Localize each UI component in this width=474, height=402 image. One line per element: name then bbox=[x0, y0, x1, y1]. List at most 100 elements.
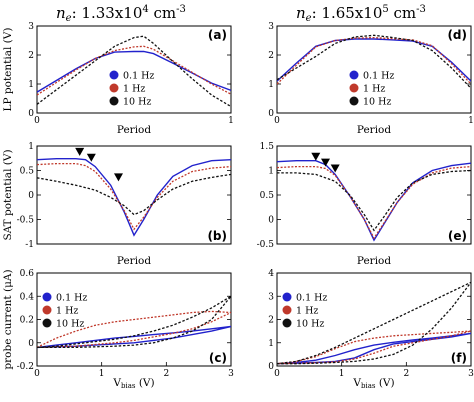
density-unit: cm bbox=[149, 4, 176, 22]
y-tick-label: 0 bbox=[268, 216, 274, 226]
x-axis-label: Vbias (V) bbox=[112, 377, 154, 390]
y-tick-label: -1 bbox=[25, 240, 34, 250]
legend: 0.1 Hz 1 Hz 10 Hz bbox=[349, 70, 394, 108]
panel-label: (b) bbox=[207, 229, 227, 243]
series-1-Hz-line bbox=[37, 45, 231, 96]
svg-text:ne: 1.65x105 cm-3: ne: 1.65x105 cm-3 bbox=[296, 4, 426, 24]
series-0_1-Hz-line bbox=[277, 332, 471, 365]
y-tick-label: 1 bbox=[28, 80, 34, 90]
density-exponent: 5 bbox=[382, 4, 388, 15]
series-10-Hz-line bbox=[277, 34, 471, 89]
x-axis-label: Period bbox=[117, 255, 152, 267]
legend-label: 1 Hz bbox=[363, 84, 385, 95]
legend-marker bbox=[349, 83, 359, 93]
y-tick-label: -0.5 bbox=[257, 240, 275, 250]
legend-marker bbox=[109, 70, 119, 80]
series-group bbox=[37, 35, 231, 108]
y-tick-label: 0.6 bbox=[20, 269, 35, 279]
column-title-right: ne: 1.65x105 cm-3 bbox=[296, 4, 426, 24]
x-axis-label-sub: bias bbox=[361, 382, 376, 390]
x-tick-label: 3 bbox=[228, 369, 234, 379]
legend-marker bbox=[42, 292, 52, 302]
panel-d: 0 1 2 3 0 1 Period 0.1 Hz 1 Hz 10 Hz (d) bbox=[268, 22, 474, 136]
density-symbol: n bbox=[296, 4, 306, 22]
x-tick-label: 0 bbox=[34, 116, 40, 126]
x-tick-label: 0 bbox=[274, 116, 280, 126]
y-tick-label: 1 bbox=[268, 339, 274, 349]
legend-marker bbox=[282, 318, 292, 328]
legend-marker bbox=[282, 305, 292, 315]
x-axis-label: Period bbox=[357, 255, 392, 267]
triangle-marker bbox=[75, 147, 85, 156]
x-axis-label-unit: (V) bbox=[135, 377, 154, 389]
y-tick-label: 0.4 bbox=[20, 292, 35, 302]
series-0_1-Hz-line bbox=[37, 158, 231, 237]
y-tick-label: 3 bbox=[268, 292, 274, 302]
series-10-Hz-line bbox=[277, 169, 471, 232]
x-tick-label: 2 bbox=[403, 369, 409, 379]
y-tick-label: 4 bbox=[268, 269, 274, 279]
series-10-Hz-line bbox=[277, 281, 471, 365]
legend-marker bbox=[42, 318, 52, 328]
series-1-Hz-line bbox=[277, 330, 471, 365]
panel-label: (f) bbox=[451, 351, 467, 365]
x-tick-label: 1 bbox=[99, 369, 105, 379]
panel-label: (c) bbox=[209, 351, 227, 365]
y-tick-label: 0 bbox=[28, 191, 34, 201]
legend-label: 0.1 Hz bbox=[56, 293, 87, 304]
legend-label: 1 Hz bbox=[123, 84, 145, 95]
series-1-Hz-line bbox=[37, 310, 231, 349]
y-tick-label: -0.2 bbox=[17, 362, 34, 372]
series-10-Hz-line bbox=[37, 173, 231, 216]
panel-label: (d) bbox=[447, 28, 467, 42]
triangle-marker bbox=[113, 173, 123, 182]
y-tick-label: 0.2 bbox=[20, 316, 34, 326]
density-value: : 1.65x10 bbox=[312, 4, 383, 22]
y-tick-label: 1.5 bbox=[260, 142, 275, 152]
panel-f: 0 1 2 3 4 0 1 2 3 Vbias (V) 0.1 Hz 1 Hz 10 Hz (f) bbox=[268, 269, 474, 390]
legend: 0.1 Hz 1 Hz 10 Hz bbox=[282, 292, 327, 330]
series-group bbox=[277, 281, 471, 365]
x-tick-label: 3 bbox=[468, 369, 474, 379]
y-tick-label: 1 bbox=[268, 80, 274, 90]
density-subscript: e bbox=[66, 13, 72, 24]
panel-label: (a) bbox=[208, 28, 227, 42]
density-unit-exponent: -3 bbox=[176, 4, 186, 15]
y-tick-label: 1 bbox=[268, 167, 274, 177]
series-1-Hz-line bbox=[37, 162, 231, 231]
plot-frame bbox=[36, 25, 232, 114]
series-1-Hz-line bbox=[277, 36, 471, 85]
legend-label: 0.1 Hz bbox=[363, 71, 394, 82]
legend-marker bbox=[349, 96, 359, 106]
density-exponent: 4 bbox=[142, 4, 148, 15]
y-tick-label: 0.5 bbox=[20, 167, 35, 177]
legend-label: 0.1 Hz bbox=[123, 71, 154, 82]
x-tick-label: 1 bbox=[228, 116, 234, 126]
y-axis-label: probe current (μA) bbox=[2, 269, 14, 369]
panel-e: -0.5 0 0.5 1 1.5 Period (e) bbox=[257, 142, 472, 267]
legend-label: 10 Hz bbox=[123, 97, 151, 108]
y-tick-label: 3 bbox=[28, 22, 34, 32]
y-tick-label: 0 bbox=[28, 339, 34, 349]
x-axis-label: Period bbox=[357, 124, 392, 136]
series-1-Hz-line bbox=[277, 165, 471, 240]
x-axis-label-sub: bias bbox=[121, 382, 136, 390]
y-tick-label: 2 bbox=[28, 51, 34, 61]
triangle-marker bbox=[86, 153, 96, 162]
series-0_1-Hz-line bbox=[37, 325, 231, 349]
y-tick-label: 0.5 bbox=[260, 191, 275, 201]
series-0_1-Hz-line bbox=[277, 160, 471, 242]
density-symbol: n bbox=[56, 4, 66, 22]
series-group bbox=[277, 160, 471, 242]
y-axis-label: LP potential (V) bbox=[2, 28, 14, 112]
x-axis-label-unit: (V) bbox=[375, 377, 394, 389]
density-value: : 1.33x10 bbox=[72, 4, 143, 22]
series-group bbox=[37, 295, 231, 349]
triangle-marker bbox=[330, 164, 340, 173]
x-tick-label: 0 bbox=[34, 369, 40, 379]
legend-label: 10 Hz bbox=[296, 319, 324, 330]
x-tick-label: 0 bbox=[274, 369, 280, 379]
legend-marker bbox=[109, 83, 119, 93]
